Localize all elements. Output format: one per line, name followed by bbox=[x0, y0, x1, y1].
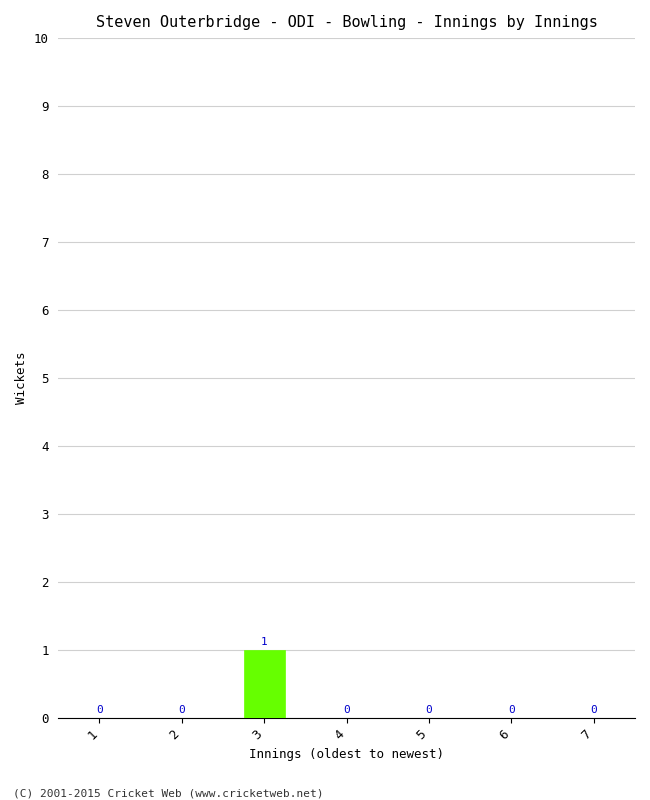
Text: 0: 0 bbox=[590, 705, 597, 715]
Text: 1: 1 bbox=[261, 637, 268, 647]
Bar bbox=[244, 650, 285, 718]
Text: 0: 0 bbox=[508, 705, 515, 715]
Text: 0: 0 bbox=[179, 705, 185, 715]
Text: 0: 0 bbox=[343, 705, 350, 715]
Title: Steven Outerbridge - ODI - Bowling - Innings by Innings: Steven Outerbridge - ODI - Bowling - Inn… bbox=[96, 15, 597, 30]
Text: (C) 2001-2015 Cricket Web (www.cricketweb.net): (C) 2001-2015 Cricket Web (www.cricketwe… bbox=[13, 788, 324, 798]
Text: 0: 0 bbox=[96, 705, 103, 715]
Text: 0: 0 bbox=[426, 705, 432, 715]
X-axis label: Innings (oldest to newest): Innings (oldest to newest) bbox=[249, 748, 444, 761]
Y-axis label: Wickets: Wickets bbox=[15, 352, 28, 405]
